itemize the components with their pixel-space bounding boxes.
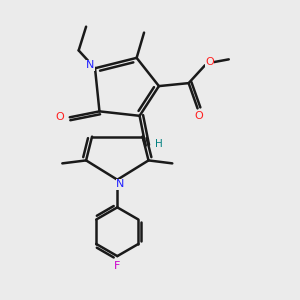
Text: N: N xyxy=(116,179,124,189)
Text: N: N xyxy=(86,60,95,70)
Text: O: O xyxy=(195,111,203,121)
Text: H: H xyxy=(155,139,163,149)
Text: O: O xyxy=(205,57,214,67)
Text: F: F xyxy=(114,261,121,271)
Text: O: O xyxy=(55,112,64,122)
